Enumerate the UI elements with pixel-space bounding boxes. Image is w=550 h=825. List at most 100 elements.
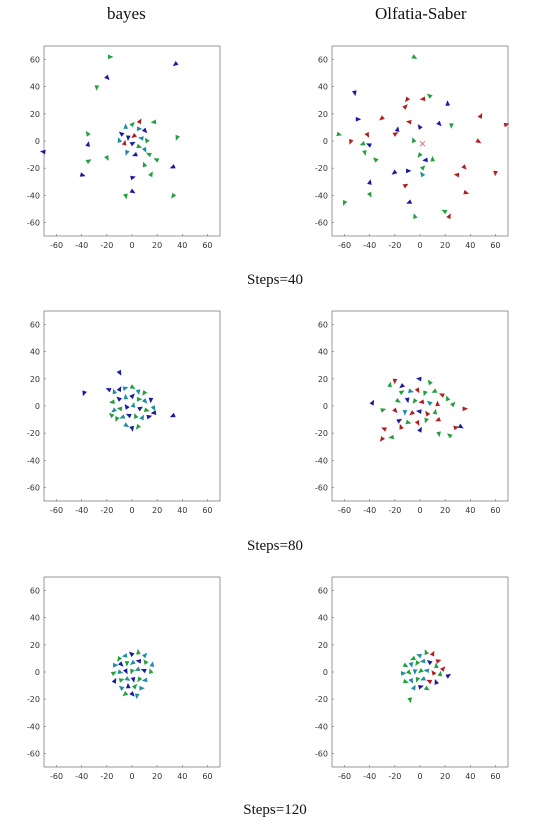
agent-marker: [82, 390, 87, 397]
olfati-saber-steps-80-plot: -60 -40 -20 0 20 40 60 60 40 20 0 -20 -40 -60: [315, 310, 509, 515]
x-tick-label: -60: [50, 241, 63, 250]
agent-marker: [402, 104, 408, 110]
y-tick-label: -60: [27, 218, 40, 227]
agent-marker: [402, 409, 408, 416]
agent-marker: [150, 119, 157, 125]
x-tick-label: -20: [388, 772, 401, 781]
x-tick-label: 60: [202, 241, 212, 250]
agent-marker: [438, 393, 445, 398]
agent-marker: [111, 407, 117, 413]
agent-marker: [116, 396, 122, 402]
agent-marker: [143, 407, 150, 412]
agent-marker: [139, 414, 144, 421]
agent-marker: [108, 412, 115, 419]
y-tick-label: 40: [318, 614, 328, 623]
agent-marker: [108, 54, 114, 60]
y-tick-label: 60: [30, 321, 40, 330]
agent-marker: [414, 387, 420, 394]
agent-marker: [380, 408, 387, 413]
y-tick-label: -60: [27, 483, 40, 492]
agent-marker: [364, 131, 370, 138]
agent-marker: [134, 413, 139, 419]
y-tick-label: 20: [318, 641, 328, 650]
x-tick-label: -40: [75, 772, 88, 781]
agent-marker: [144, 137, 150, 144]
bayes-column-title: bayes: [107, 4, 146, 23]
agent-marker: [141, 146, 147, 153]
olfati-saber-column-title: Olfatia-Saber: [375, 4, 467, 23]
y-tick-label: -60: [315, 483, 328, 492]
agent-marker: [150, 405, 156, 411]
agent-marker: [148, 397, 154, 404]
agent-marker: [372, 157, 379, 163]
agent-marker: [148, 171, 153, 178]
y-tick-label: -20: [27, 429, 40, 438]
agent-marker: [392, 132, 399, 137]
agent-marker: [434, 679, 439, 685]
agent-marker: [410, 655, 416, 661]
agent-marker: [129, 121, 135, 128]
agent-marker: [130, 175, 136, 181]
x-tick-label: -40: [363, 241, 376, 250]
agent-marker: [493, 170, 498, 177]
agent-marker: [427, 379, 433, 386]
agent-marker: [362, 150, 367, 156]
bayes-steps-120-plot: -60 -40 -20 0 20 40 60 60 40 20 0 -20 -40 -60: [27, 576, 221, 781]
y-tick-label: -40: [315, 722, 328, 731]
y-tick-label: 40: [30, 348, 40, 357]
agent-marker: [367, 191, 372, 198]
agent-marker: [437, 670, 443, 677]
x-tick-label: -60: [338, 772, 351, 781]
agent-marker: [392, 378, 398, 385]
agent-marker: [129, 425, 135, 432]
agent-marker: [124, 676, 131, 681]
agent-marker: [175, 134, 180, 141]
steps-80-label: Steps=80: [247, 538, 303, 554]
x-tick-label: 60: [202, 506, 212, 515]
agent-marker: [392, 407, 398, 414]
y-tick-label: 60: [318, 587, 328, 596]
olfati-saber-steps-120-plot: -60 -40 -20 0 20 40 60 60 40 20 0 -20 -40 -60: [315, 576, 509, 781]
bayes-steps-80-plot: -60 -40 -20 0 20 40 60 60 40 20 0 -20 -40 -60: [27, 310, 221, 515]
x-tick-label: 20: [440, 241, 450, 250]
x-tick-label: -20: [100, 241, 113, 250]
agent-marker: [118, 678, 125, 683]
y-tick-label: 0: [35, 402, 40, 411]
agent-marker: [118, 661, 124, 667]
agent-marker: [445, 673, 452, 679]
agent-marker: [129, 384, 136, 390]
agent-marker: [142, 390, 148, 396]
agent-marker: [422, 157, 428, 163]
agent-marker: [124, 404, 130, 410]
x-tick-label: 40: [177, 506, 187, 515]
agent-marker: [169, 164, 176, 169]
agent-marker: [405, 96, 411, 103]
agent-marker: [415, 676, 421, 683]
x-tick-label: -60: [50, 772, 63, 781]
agent-marker: [123, 123, 129, 129]
agent-marker: [413, 213, 418, 219]
y-tick-label: -40: [27, 191, 40, 200]
y-tick-label: 20: [30, 110, 40, 119]
agent-marker: [109, 399, 115, 405]
agent-marker: [116, 369, 122, 376]
x-tick-label: 20: [440, 772, 450, 781]
y-tick-label: 0: [323, 402, 328, 411]
agent-marker: [131, 683, 138, 690]
agent-marker: [409, 410, 415, 416]
x-tick-label: 0: [417, 241, 422, 250]
agent-marker: [367, 179, 372, 185]
agent-marker: [462, 406, 469, 412]
agent-marker: [136, 126, 143, 132]
agent-marker: [394, 126, 400, 132]
agent-marker: [503, 122, 510, 128]
agent-marker: [388, 434, 394, 440]
agent-marker: [395, 397, 401, 403]
y-tick-label: 40: [30, 83, 40, 92]
x-tick-label: 40: [465, 506, 475, 515]
agent-marker: [429, 650, 435, 657]
agent-marker: [440, 666, 446, 672]
agent-marker: [453, 425, 460, 431]
x-tick-label: 60: [202, 772, 212, 781]
agent-marker: [399, 423, 404, 430]
